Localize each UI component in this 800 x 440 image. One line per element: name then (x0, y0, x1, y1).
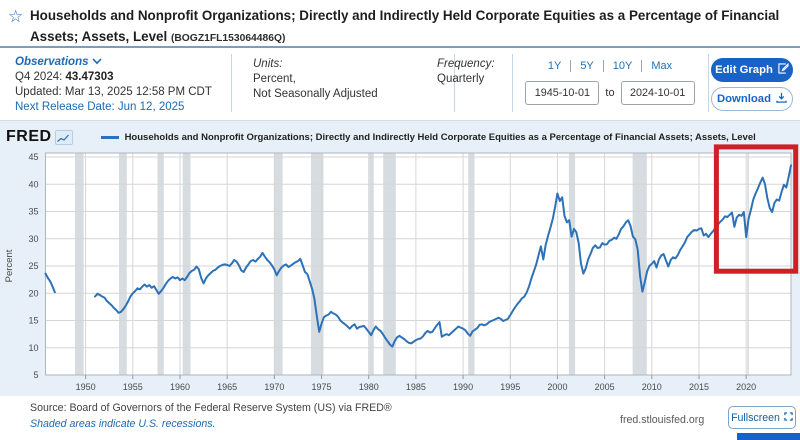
header-divider (0, 46, 800, 48)
svg-text:35: 35 (28, 207, 38, 217)
svg-text:5: 5 (33, 370, 38, 380)
svg-text:30: 30 (28, 234, 38, 244)
range-max[interactable]: Max (641, 60, 681, 72)
footer: Source: Board of Governors of the Federa… (0, 396, 800, 440)
chevron-down-icon (91, 55, 102, 70)
frequency-value: Quarterly (437, 73, 485, 85)
fullscreen-icon (784, 411, 793, 424)
action-buttons: Edit Graph Download (711, 58, 793, 111)
observations-label[interactable]: Observations (15, 56, 89, 68)
fred-logo-chart-icon (54, 129, 73, 145)
partial-bottom-widget[interactable] (737, 433, 800, 440)
edit-graph-label: Edit Graph (715, 64, 773, 76)
svg-text:1970: 1970 (264, 382, 284, 392)
divider (454, 54, 455, 112)
divider (231, 54, 232, 112)
legend-label: Households and Nonprofit Organizations; … (124, 131, 756, 143)
chart-legend-row: FRED Households and Nonprofit Organizati… (6, 127, 756, 147)
units-label: Units: (253, 58, 283, 70)
svg-text:1975: 1975 (312, 382, 332, 392)
recession-note-link[interactable]: Shaded areas indicate U.S. recessions. (30, 418, 216, 430)
svg-text:1955: 1955 (123, 382, 143, 392)
download-label: Download (717, 93, 771, 105)
svg-text:1980: 1980 (359, 382, 379, 392)
fred-logo: FRED (6, 128, 52, 145)
date-to-label: to (605, 87, 615, 99)
svg-text:2015: 2015 (689, 382, 709, 392)
svg-text:1995: 1995 (500, 382, 520, 392)
series-title: Households and Nonprofit Organizations; … (30, 8, 780, 44)
svg-text:2005: 2005 (595, 382, 615, 392)
frequency-block: Frequency: Quarterly (437, 57, 495, 87)
svg-text:20: 20 (28, 288, 38, 298)
observations-dropdown[interactable]: Observations (15, 55, 212, 70)
line-chart[interactable]: 5 10 15 20 25 30 35 40 45 1950 1955 1960 1965 1970 197… (0, 121, 800, 397)
edit-graph-button[interactable]: Edit Graph (711, 58, 793, 82)
latest-period: Q4 2024: (15, 71, 66, 83)
svg-text:Percent: Percent (4, 249, 15, 282)
fullscreen-button[interactable]: Fullscreen (728, 406, 796, 429)
svg-text:1960: 1960 (170, 382, 190, 392)
chart-area: 5 10 15 20 25 30 35 40 45 1950 1955 1960 1965 1970 197… (0, 120, 800, 397)
updated-text: Updated: Mar 13, 2025 12:58 PM CDT (15, 86, 212, 98)
divider (708, 54, 709, 112)
series-id: (BOGZ1FL153064486Q) (170, 32, 286, 44)
source-text: Source: Board of Governors of the Federa… (30, 402, 392, 414)
legend-line-swatch (100, 135, 119, 139)
download-button[interactable]: Download (711, 87, 793, 111)
range-5y[interactable]: 5Y (570, 60, 602, 72)
divider (512, 54, 513, 112)
svg-text:40: 40 (28, 179, 38, 189)
frequency-label: Frequency: (437, 58, 495, 70)
svg-text:10: 10 (28, 343, 38, 353)
site-url: fred.stlouisfed.org (620, 414, 705, 426)
favorite-star-icon[interactable]: ☆ (8, 7, 24, 26)
page-title: Households and Nonprofit Organizations; … (30, 6, 792, 48)
edit-icon (778, 62, 789, 77)
units-block: Units: Percent, Not Seasonally Adjusted (253, 57, 378, 102)
download-icon (776, 92, 787, 106)
svg-text:1990: 1990 (453, 382, 473, 392)
range-10y[interactable]: 10Y (602, 60, 642, 72)
next-release-link[interactable]: Next Release Date: Jun 12, 2025 (15, 101, 185, 113)
svg-text:2000: 2000 (547, 382, 567, 392)
end-date-input[interactable] (620, 81, 695, 105)
units-value-2: Not Seasonally Adjusted (253, 88, 378, 100)
latest-observation: Q4 2024: 43.47303 (15, 70, 212, 85)
latest-value: 43.47303 (65, 71, 114, 83)
svg-text:2010: 2010 (642, 382, 662, 392)
svg-text:2020: 2020 (736, 382, 756, 392)
svg-text:1950: 1950 (76, 382, 96, 392)
units-value-1: Percent, (253, 73, 296, 85)
range-1y[interactable]: 1Y (547, 60, 562, 72)
page-header: ☆ Households and Nonprofit Organizations… (0, 0, 800, 48)
svg-text:25: 25 (28, 261, 38, 271)
svg-text:1965: 1965 (217, 382, 237, 392)
fullscreen-label: Fullscreen (731, 411, 780, 424)
start-date-input[interactable] (525, 81, 600, 105)
observations-block: Observations Q4 2024: 43.47303 Updated: … (15, 55, 212, 115)
svg-text:15: 15 (28, 316, 38, 326)
svg-text:45: 45 (28, 152, 38, 162)
range-selector: 1Y 5Y 10Y Max (512, 60, 708, 72)
meta-bar: Observations Q4 2024: 43.47303 Updated: … (0, 48, 800, 119)
svg-text:1985: 1985 (406, 382, 426, 392)
date-range: to (512, 81, 708, 105)
